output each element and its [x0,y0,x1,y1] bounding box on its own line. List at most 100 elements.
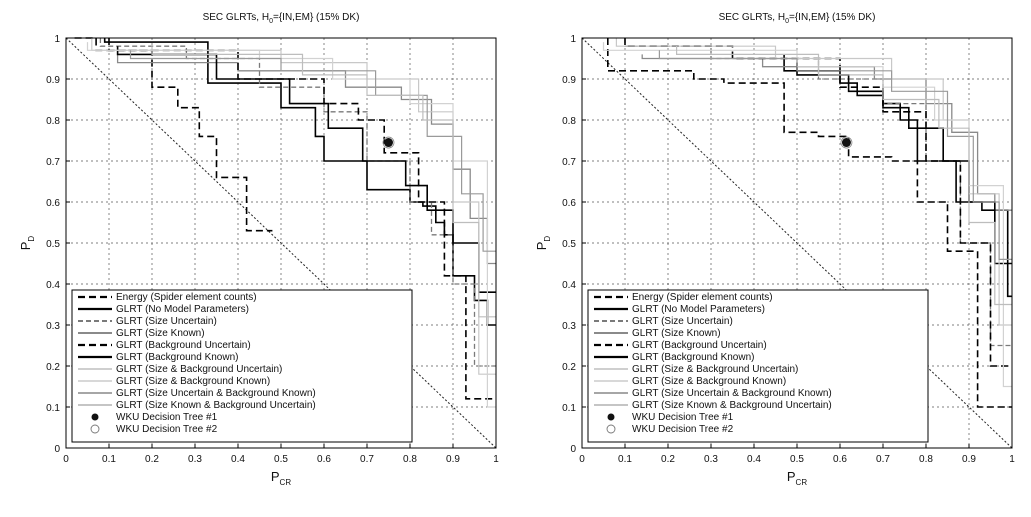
chart-0-legend: Energy (Spider element counts)GLRT (No M… [71,289,413,443]
chart-1-xtick-label-10: 1 [1009,454,1015,465]
chart-1-xtick-label-2: 0.2 [661,454,675,465]
chart-0-xtick-label-5: 0.5 [274,454,288,465]
chart-0-xtick-label-1: 0.1 [102,454,116,465]
chart-0-ytick-label-4: 0.4 [46,280,60,291]
chart-1-legend-label-6: GLRT (Size & Background Uncertain) [632,364,798,375]
chart-0-xtick-label-4: 0.4 [231,454,245,465]
chart-0-series-4 [108,38,496,400]
chart-right-svg: SEC GLRTs, H0={IN,EM} (15% DK) 0 0.1 0.2 0.3… [534,12,1015,487]
chart-1-ylabel: PD [534,236,552,251]
chart-1-ytick-label-0: 0 [570,444,576,455]
chart-1-legend-marker-0 [607,413,615,421]
chart-1-series-0 [607,38,1012,408]
chart-1-ytick-label-7: 0.7 [562,157,576,168]
chart-1-xtick-label-0: 0 [579,454,585,465]
chart-1-xtick-label-5: 0.5 [790,454,804,465]
chart-0-legend-box [71,289,413,443]
chart-0-series-9 [151,46,496,318]
chart-0-xtick-label-6: 0.6 [317,454,331,465]
chart-1-ytick-label-8: 0.8 [562,116,576,127]
chart-0-legend-label-8: GLRT (Size Uncertain & Background Known) [116,388,316,399]
chart-1-xtick-label-7: 0.7 [876,454,890,465]
chart-1-ytick-label-9: 0.9 [562,75,576,86]
chart-0-legend-label-1: GLRT (No Model Parameters) [116,304,249,315]
chart-0-legend-marker-0 [91,413,99,421]
chart-0-legend-label-3: GLRT (Size Known) [116,328,205,339]
chart-1-legend-label-8: GLRT (Size Uncertain & Background Known) [632,388,832,399]
chart-0-xtick-label-3: 0.3 [188,454,202,465]
chart-0-ytick-label-3: 0.3 [46,321,60,332]
chart-0-legend-label-0: Energy (Spider element counts) [116,292,257,303]
chart-1-legend-label-5: GLRT (Background Known) [632,352,754,363]
chart-1-legend-label-0: Energy (Spider element counts) [632,292,773,303]
chart-0-ylabel: PD [18,236,36,251]
chart-0-chance-diagonal [65,37,497,449]
chart-1-xtick-label-8: 0.8 [919,454,933,465]
chart-0-ytick-label-1: 0.1 [46,403,60,414]
chart-1-legend: Energy (Spider element counts)GLRT (No M… [587,289,929,443]
chart-1-ytick-label-6: 0.6 [562,198,576,209]
chart-0-ytick-label-9: 0.9 [46,75,60,86]
chart-1-xlabel: PCR [787,469,807,487]
chart-0-series-1 [103,38,496,326]
chart-0-ytick-label-6: 0.6 [46,198,60,209]
chart-0-series-6 [91,38,496,375]
chart-0-series-7 [86,42,496,408]
chart-0-ytick-label-2: 0.2 [46,362,60,373]
chart-1-legend-label-1: GLRT (No Model Parameters) [632,304,765,315]
chart-0-xtick-label-7: 0.7 [360,454,374,465]
chart-1-ytick-label-2: 0.2 [562,362,576,373]
chart-0-xtick-label-2: 0.2 [145,454,159,465]
chart-1-xtick-label-1: 0.1 [618,454,632,465]
chart-1-xtick-label-9: 0.9 [962,454,976,465]
chart-1-ytick-label-4: 0.4 [562,280,576,291]
chart-0-legend-marker-1 [90,424,100,434]
chart-0-series-5 [116,46,496,294]
chart-1-ytick-label-5: 0.5 [562,239,576,250]
chart-0-marker-1 [382,136,395,149]
chart-1-series-1 [783,54,1012,298]
chart-1-legend-marker-1 [606,424,616,434]
chart-left: SEC GLRTs, H0={IN,EM} (15% DK) 0 0.1 0.2 0.3… [0,0,515,517]
chart-0-xtick-label-9: 0.9 [446,454,460,465]
chart-0-legend-label-9: GLRT (Size Known & Background Uncertain) [116,400,316,411]
chart-0-title: SEC GLRTs, H0={IN,EM} (15% DK) [203,12,360,25]
chart-1-xtick-label-6: 0.6 [833,454,847,465]
chart-1-series-6 [615,38,1012,326]
chart-0-xlabel: PCR [271,469,291,487]
chart-0-legend-label-6: GLRT (Size & Background Uncertain) [116,364,282,375]
chart-0-xtick-label-10: 1 [493,454,499,465]
chart-1-ytick-label-10: 1 [570,34,576,45]
chart-1-legend-label-7: GLRT (Size & Background Known) [632,376,786,387]
chart-0-ytick-label-10: 1 [54,34,60,45]
chart-1-xtick-label-3: 0.3 [704,454,718,465]
chart-0-ytick-label-8: 0.8 [46,116,60,127]
chart-1-xtick-label-4: 0.4 [747,454,761,465]
chart-1-chance-diagonal [581,37,1013,449]
chart-0-ytick-label-0: 0 [54,444,60,455]
chart-1-legend-marker-label-1: WKU Decision Tree #2 [632,424,734,435]
chart-1-series-5 [796,62,1012,265]
chart-1-title: SEC GLRTs, H0={IN,EM} (15% DK) [719,12,876,25]
chart-1-ytick-label-1: 0.1 [562,403,576,414]
chart-1-series-8 [658,50,1012,260]
chart-0-xtick-label-8: 0.8 [403,454,417,465]
chart-1-series-9 [676,46,1012,306]
chart-0-legend-label-5: GLRT (Background Known) [116,352,238,363]
chart-0-marker-0 [384,138,393,148]
chart-1-legend-label-2: GLRT (Size Uncertain) [632,316,733,327]
chart-1-legend-label-3: GLRT (Size Known) [632,328,721,339]
chart-1-legend-label-9: GLRT (Size Known & Background Uncertain) [632,400,832,411]
chart-0-series-3 [116,54,496,265]
chart-0-xtick-label-0: 0 [63,454,69,465]
chart-1-series-7 [602,42,1012,388]
chart-0-series-8 [129,50,496,252]
chart-1-series-4 [624,38,1012,367]
chart-0-legend-marker-label-0: WKU Decision Tree #1 [116,412,218,423]
chart-1-legend-marker-label-0: WKU Decision Tree #1 [632,412,734,423]
chart-0-ytick-label-5: 0.5 [46,239,60,250]
chart-1-marker-0 [841,138,851,148]
chart-left-svg: SEC GLRTs, H0={IN,EM} (15% DK) 0 0.1 0.2 0.3… [18,12,499,487]
chart-0-legend-label-4: GLRT (Background Uncertain) [116,340,251,351]
chart-0-ytick-label-7: 0.7 [46,157,60,168]
